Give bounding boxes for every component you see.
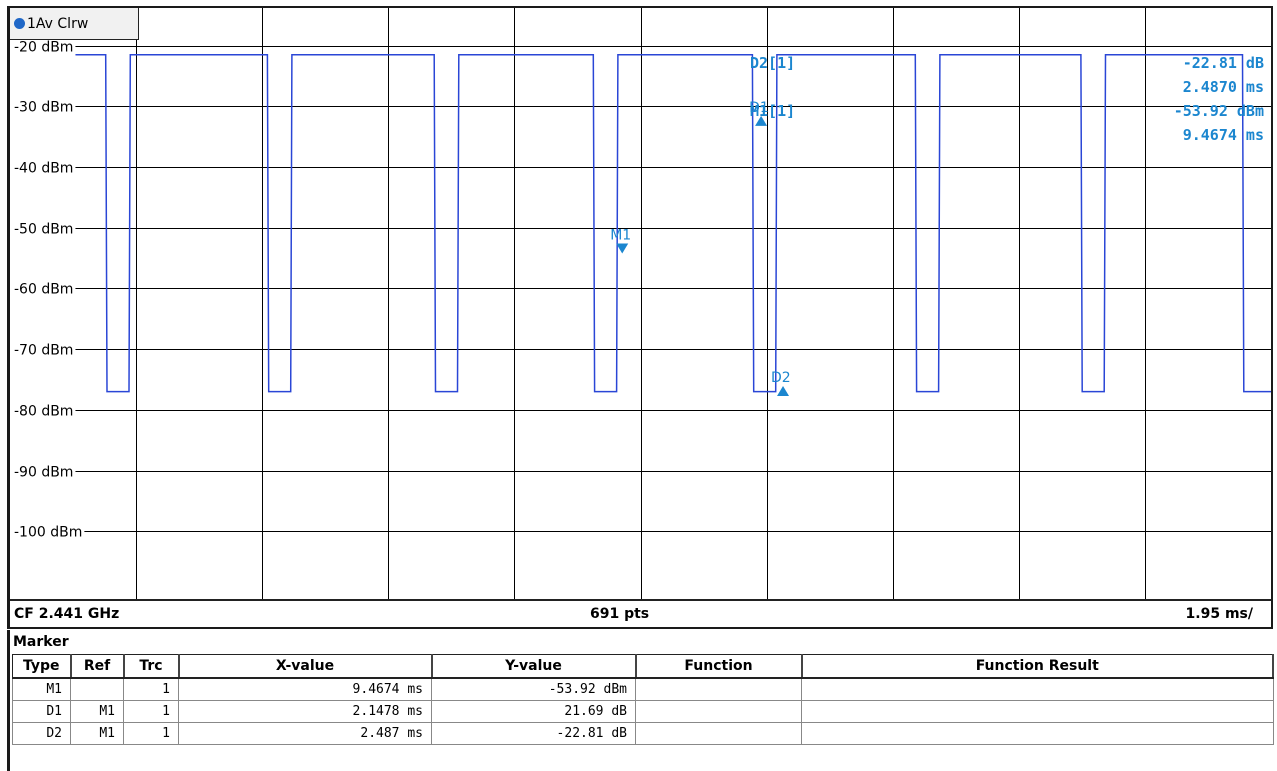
marker-d1-symbol [755,115,768,126]
marker-table-title: Marker [13,634,69,650]
marker-d1-label: D1 [749,100,769,116]
y-tick-label-bg [10,523,85,542]
cell-function [635,677,802,701]
marker-m1-label: M1 [610,228,631,244]
column-header-function-result: Function Result [801,654,1274,679]
y-tick-label-bg [10,280,76,299]
column-header-ref: Ref [70,654,125,679]
cell-trc: 1 [123,722,179,745]
trace-line [10,53,1271,393]
marker-m1-symbol [616,243,629,254]
readout-name: D2[1] [750,54,795,72]
cell-function-result [801,677,1274,701]
cell-function [635,700,802,723]
cell-ref: M1 [70,722,124,745]
trace-title-tab[interactable]: 1Av Clrw [10,8,139,40]
marker-table-panel: Marker Type Ref Trc X-value Y-value Func… [7,630,1274,771]
cell-y-value: -53.92 dBm [431,677,636,701]
cell-trc: 1 [123,677,179,701]
readout-value: -22.81 dB [1183,54,1264,72]
y-tick-label: -60 dBm [14,282,73,298]
column-header-trc: Trc [123,654,180,679]
trace-label: 1Av Clrw [27,15,89,32]
marker-d2-label: D2 [771,370,791,386]
y-tick-label-bg [10,220,76,239]
y-tick-label-bg [10,402,76,421]
column-header-function: Function [635,654,803,679]
y-tick-label-bg [10,341,76,360]
readout-value: -53.92 dBm [1174,102,1264,120]
y-tick-label: -40 dBm [14,161,73,177]
cell-function-result [801,722,1274,745]
table-row[interactable]: D1 M1 1 2.1478 ms 21.69 dB [12,700,1274,723]
y-tick-label-bg [10,463,76,482]
column-header-type: Type [12,654,72,679]
center-frequency-label: CF 2.441 GHz [14,606,120,622]
cell-type: D2 [12,722,71,745]
y-axis-labels: -20 dBm -30 dBm -40 dBm -50 dBm -60 dBm -70 d… [10,38,85,542]
cell-function-result [801,700,1274,723]
trace-indicator-icon [14,18,25,29]
readout-value: 9.4674 ms [1183,126,1264,144]
column-header-y-value: Y-value [431,654,637,679]
y-tick-label: -70 dBm [14,343,73,359]
cell-function [635,722,802,745]
cell-type: D1 [12,700,71,723]
y-tick-label: -30 dBm [14,100,73,116]
cell-y-value: 21.69 dB [431,700,636,723]
marker-layer: M1 D1 D2 D2[1] -22.81 dB 2.4870 ms M1[1] -53.92… [610,54,1264,396]
y-tick-label-bg [10,98,76,117]
marker-table[interactable]: Type Ref Trc X-value Y-value Function Fu… [12,654,1274,745]
time-per-division-label: 1.95 ms/ [1185,606,1253,622]
readout-value: 2.4870 ms [1183,78,1264,96]
grid [10,8,1271,601]
y-tick-label-bg [10,159,76,178]
cell-x-value: 9.4674 ms [178,677,432,701]
column-header-x-value: X-value [178,654,433,679]
table-row[interactable]: M1 1 9.4674 ms -53.92 dBm [12,677,1274,701]
spectrum-plot[interactable]: M1 D1 D2 D2[1] -22.81 dB 2.4870 ms M1[1] -53.92… [10,8,1271,601]
trace-layer [10,53,1271,393]
diagram-footer: CF 2.441 GHz 691 pts 1.95 ms/ [10,599,1271,627]
y-tick-label: -80 dBm [14,404,73,420]
cell-y-value: -22.81 dB [431,722,636,745]
sweep-points-label: 691 pts [590,606,650,622]
marker-d2-symbol [777,385,790,396]
y-tick-label-bg [10,38,76,57]
cell-ref: M1 [70,700,124,723]
cell-trc: 1 [123,700,179,723]
y-tick-label: -100 dBm [14,525,82,541]
cell-ref [70,677,124,701]
cell-x-value: 2.1478 ms [178,700,432,723]
cell-type: M1 [12,677,71,701]
spectrum-diagram-window[interactable]: M1 D1 D2 D2[1] -22.81 dB 2.4870 ms M1[1] -53.92… [7,6,1273,629]
readout-name: M1[1] [750,102,795,120]
cell-x-value: 2.487 ms [178,722,432,745]
y-tick-label: -90 dBm [14,465,73,481]
y-tick-label: -50 dBm [14,222,73,238]
table-row[interactable]: D2 M1 1 2.487 ms -22.81 dB [12,722,1274,745]
y-tick-label: -20 dBm [14,40,73,56]
